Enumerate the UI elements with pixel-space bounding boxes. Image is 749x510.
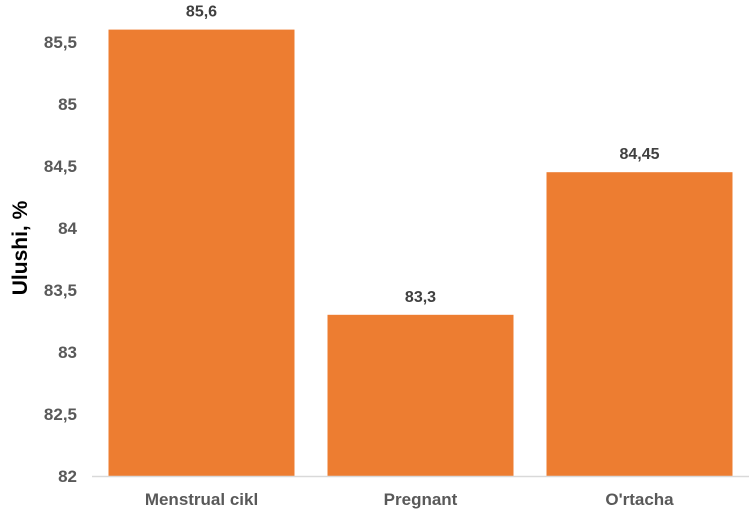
data-label: 85,6 [186, 4, 217, 21]
x-tick-label: Menstrual cikl [145, 490, 258, 509]
y-tick-label: 85 [58, 95, 77, 114]
data-label: 83,3 [405, 289, 436, 306]
bar [108, 29, 295, 476]
y-tick-labels: 82 82,5 83 83,5 84 84,5 85 85,5 [44, 33, 78, 486]
bar [327, 314, 514, 476]
data-labels: 85,6 83,3 84,45 [186, 4, 660, 306]
bars [108, 29, 733, 476]
y-tick-label: 83 [58, 343, 77, 362]
y-axis-title: Ulushi, % [9, 200, 32, 295]
x-tick-label: O'rtacha [605, 490, 674, 509]
y-tick-label: 83,5 [44, 281, 77, 300]
bar [546, 172, 733, 476]
y-tick-label: 84,5 [44, 157, 77, 176]
y-tick-label: 85,5 [44, 33, 77, 52]
y-tick-label: 82,5 [44, 405, 77, 424]
y-axis-title-group: Ulushi, % [9, 200, 32, 295]
y-tick-label: 82 [58, 467, 77, 486]
y-tick-label: 84 [58, 219, 77, 238]
data-label: 84,45 [619, 146, 659, 163]
x-tick-label: Pregnant [384, 490, 458, 509]
x-tick-labels: Menstrual cikl Pregnant O'rtacha [145, 490, 674, 509]
